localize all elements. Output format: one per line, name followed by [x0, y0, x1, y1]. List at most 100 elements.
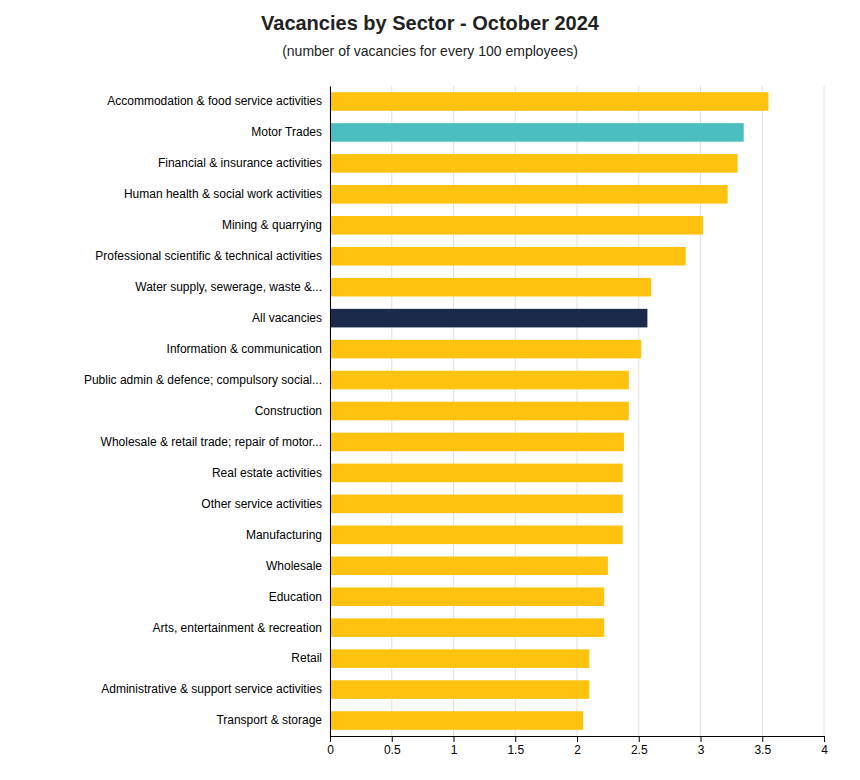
category-label: Mining & quarrying — [222, 218, 322, 232]
chart: Vacancies by Sector - October 2024(numbe… — [0, 0, 860, 780]
bar — [330, 495, 623, 514]
category-label: Accommodation & food service activities — [107, 94, 322, 108]
bar — [330, 154, 738, 173]
tick: 1 — [451, 736, 458, 757]
category-label: Financial & insurance activities — [158, 156, 322, 170]
category-label: Wholesale — [266, 559, 322, 573]
tick: Education — [269, 590, 322, 604]
bar — [330, 680, 589, 699]
bar — [330, 464, 623, 483]
tick: Mining & quarrying — [222, 218, 322, 232]
tick: Public admin & defence; compulsory socia… — [84, 373, 322, 387]
bar — [330, 587, 604, 606]
plot: 0 0.5 1 1.5 2 2.5 3 3.5 4 Accommodation & food se… — [84, 86, 828, 757]
bar — [330, 278, 651, 297]
bar — [330, 618, 604, 637]
tick-label: 3.5 — [754, 743, 771, 757]
bars — [330, 92, 768, 730]
tick: Other service activities — [201, 497, 322, 511]
tick-label: 0.5 — [384, 743, 401, 757]
category-label: Arts, entertainment & recreation — [153, 621, 322, 635]
category-label: Construction — [255, 404, 322, 418]
tick-mark — [330, 736, 331, 742]
bar — [330, 340, 641, 359]
tick-mark — [639, 736, 640, 742]
bar — [330, 185, 728, 204]
tick: Accommodation & food service activities — [107, 94, 322, 108]
tick-label: 4 — [821, 743, 828, 757]
tick-label: 2.5 — [631, 743, 648, 757]
tick: 1.5 — [507, 736, 524, 757]
tick: Arts, entertainment & recreation — [153, 621, 322, 635]
tick: Real estate activities — [212, 466, 322, 480]
tick-mark — [454, 736, 455, 742]
tick-mark — [824, 736, 825, 742]
bar — [330, 216, 703, 235]
x-axis: 0 0.5 1 1.5 2 2.5 3 3.5 4 — [327, 736, 828, 757]
tick: Transport & storage — [216, 713, 322, 727]
category-label: Public admin & defence; compulsory socia… — [84, 373, 322, 387]
tick-mark — [577, 736, 578, 742]
bar — [330, 526, 623, 545]
tick: 4 — [821, 736, 828, 757]
tick-mark — [515, 736, 516, 742]
bar — [330, 247, 686, 266]
bar — [330, 92, 768, 111]
tick-label: 1 — [451, 743, 458, 757]
category-label: Education — [269, 590, 322, 604]
tick-label: 2 — [574, 743, 581, 757]
category-label: Information & communication — [167, 342, 322, 356]
category-label: Wholesale & retail trade; repair of moto… — [101, 435, 322, 449]
tick: All vacancies — [252, 311, 322, 325]
tick-mark — [762, 736, 763, 742]
category-label: Manufacturing — [246, 528, 322, 542]
tick: 2 — [574, 736, 581, 757]
tick: Water supply, sewerage, waste &... — [135, 280, 322, 294]
bar — [330, 123, 744, 142]
category-label: All vacancies — [252, 311, 322, 325]
tick: 3.5 — [754, 736, 771, 757]
bar — [330, 309, 647, 328]
tick: Administrative & support service activit… — [101, 682, 322, 696]
bar — [330, 433, 624, 452]
bar — [330, 371, 629, 390]
category-label: Motor Trades — [251, 125, 322, 139]
tick-label: 0 — [327, 743, 334, 757]
tick: Information & communication — [167, 342, 322, 356]
bar — [330, 402, 629, 421]
tick: 0.5 — [384, 736, 401, 757]
axis-line — [331, 737, 825, 743]
tick: 3 — [698, 736, 705, 757]
grid-line — [700, 86, 701, 736]
tick: 0 — [327, 736, 334, 757]
tick-mark — [701, 736, 702, 742]
tick-mark — [392, 736, 393, 742]
bar — [330, 649, 589, 668]
tick-label: 1.5 — [507, 743, 524, 757]
grid-line — [638, 86, 639, 736]
grid — [330, 86, 824, 736]
category-label: Retail — [291, 651, 322, 665]
axis-line — [330, 87, 331, 737]
bar — [330, 556, 608, 575]
tick: Wholesale & retail trade; repair of moto… — [101, 435, 322, 449]
tick: Human health & social work activities — [124, 187, 322, 201]
grid-line — [330, 86, 331, 736]
tick: Financial & insurance activities — [158, 156, 322, 170]
category-label: Other service activities — [201, 497, 322, 511]
category-label: Professional scientific & technical acti… — [95, 249, 322, 263]
tick: Retail — [291, 651, 322, 665]
tick: Motor Trades — [251, 125, 322, 139]
category-label: Transport & storage — [216, 713, 322, 727]
subtitle: (number of vacancies for every 100 emplo… — [282, 43, 578, 59]
tick: Professional scientific & technical acti… — [95, 249, 322, 263]
tick: 2.5 — [631, 736, 648, 757]
grid-line — [824, 86, 825, 736]
bar — [330, 711, 583, 730]
category-label: Real estate activities — [212, 466, 322, 480]
tick-label: 3 — [698, 743, 705, 757]
grid-line — [762, 86, 763, 736]
tick: Construction — [255, 404, 322, 418]
category-label: Water supply, sewerage, waste &... — [135, 280, 322, 294]
tick: Wholesale — [266, 559, 322, 573]
